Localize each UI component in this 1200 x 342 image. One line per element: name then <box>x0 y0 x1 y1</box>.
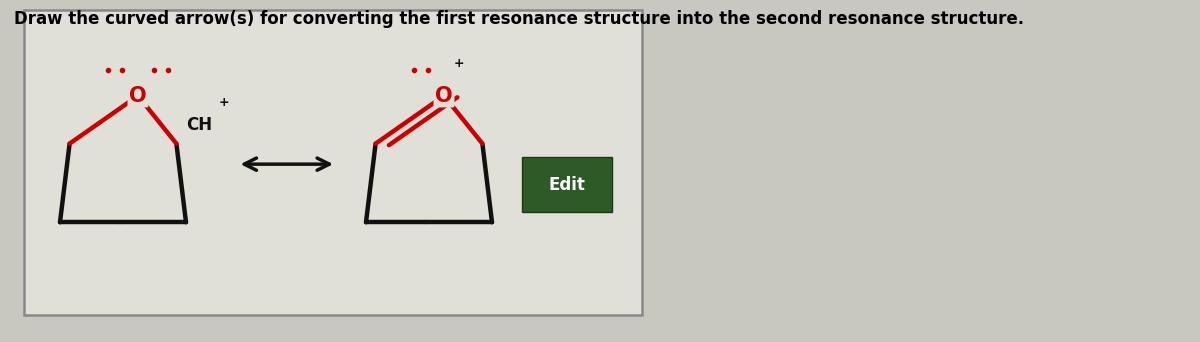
Text: Edit: Edit <box>548 176 586 194</box>
Text: Draw the curved arrow(s) for converting the first resonance structure into the s: Draw the curved arrow(s) for converting … <box>14 10 1025 28</box>
Text: +: + <box>218 96 229 109</box>
FancyBboxPatch shape <box>522 157 612 212</box>
Text: CH: CH <box>186 116 212 134</box>
Text: O: O <box>436 86 452 106</box>
Text: +: + <box>454 57 464 70</box>
Text: O: O <box>130 86 146 106</box>
FancyBboxPatch shape <box>24 10 642 315</box>
